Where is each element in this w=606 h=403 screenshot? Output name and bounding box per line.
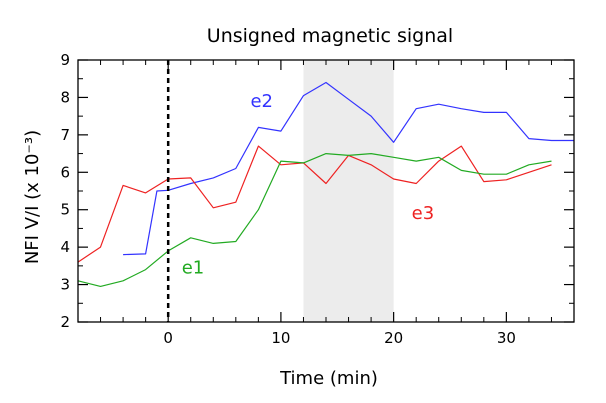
series-label-e2: e2	[250, 91, 273, 112]
series-line-e2	[123, 81, 574, 256]
series-label-e3: e3	[412, 203, 435, 224]
y-tick-label: 7	[60, 126, 70, 144]
series-line-e1	[77, 153, 552, 287]
x-axis-label: Time (min)	[279, 368, 378, 389]
y-tick-label: 2	[60, 313, 70, 331]
y-tick-label: 5	[60, 201, 70, 219]
x-tick-label: 10	[271, 329, 290, 347]
series-line-e3	[77, 145, 552, 263]
shaded-region	[303, 60, 394, 322]
x-tick-label: 20	[384, 329, 403, 347]
x-tick-label: 30	[497, 329, 516, 347]
y-tick-label: 9	[60, 51, 70, 69]
y-axis-label: NFI V/I (x 10⁻³)	[22, 130, 43, 264]
x-tick-label: 0	[163, 329, 173, 347]
y-tick-label: 6	[60, 163, 70, 181]
y-tick-label: 3	[60, 276, 70, 294]
series-label-e1: e1	[182, 257, 205, 278]
plot-area: 0 10 20 30 2 3 4 5 6 7 8 9 e2 e3 e1	[60, 51, 575, 347]
y-tick-label: 8	[60, 88, 70, 106]
y-tick-label: 4	[60, 238, 70, 256]
chart-title: Unsigned magnetic signal	[207, 25, 453, 47]
